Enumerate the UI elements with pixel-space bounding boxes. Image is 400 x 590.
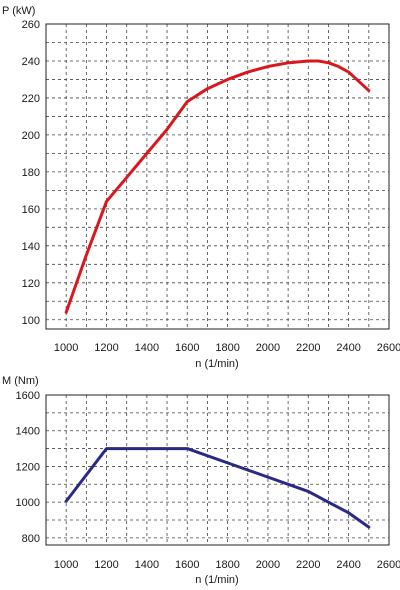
power-y-tick-label: 140 — [22, 241, 40, 253]
torque-plot-frame — [45, 394, 390, 546]
torque-x-tick-label: 1000 — [54, 559, 78, 571]
torque-series — [64, 447, 371, 529]
power-x-tick-label: 2000 — [256, 342, 280, 354]
power-plot-frame — [45, 23, 390, 330]
power-y-axis-title: P (kW) — [2, 5, 35, 17]
torque-series-line — [64, 447, 371, 529]
power-x-tick-label: 2400 — [336, 342, 360, 354]
power-x-tick-label: 1600 — [175, 342, 199, 354]
torque-y-ticks: 800 1000 1200 1400 1600 — [16, 390, 40, 545]
power-y-tick-label: 100 — [22, 315, 40, 327]
torque-x-axis-title: n (1/min) — [195, 574, 238, 586]
torque-x-ticks: 1000 1200 1400 1600 1800 2000 2200 2400 2600 — [54, 559, 400, 571]
power-y-tick-label: 220 — [22, 93, 40, 105]
power-y-tick-label: 160 — [22, 204, 40, 216]
torque-y-tick-label: 1200 — [16, 461, 40, 473]
torque-x-tick-label: 2600 — [377, 559, 400, 571]
torque-x-tick-label: 2400 — [336, 559, 360, 571]
power-y-tick-label: 200 — [22, 130, 40, 142]
power-x-tick-label: 2600 — [377, 342, 400, 354]
power-grid — [46, 24, 389, 329]
power-x-ticks: 1000 1200 1400 1600 1800 2000 2200 2400 2600 — [54, 342, 400, 354]
torque-x-tick-label: 2000 — [256, 559, 280, 571]
power-x-axis-title: n (1/min) — [195, 358, 238, 370]
torque-x-tick-label: 1800 — [215, 559, 239, 571]
torque-y-tick-label: 1000 — [16, 497, 40, 509]
power-y-ticks: 100 120 140 160 180 200 220 240 260 — [22, 19, 40, 327]
power-y-tick-label: 240 — [22, 56, 40, 68]
torque-y-tick-label: 1600 — [16, 390, 40, 402]
power-x-tick-label: 1800 — [215, 342, 239, 354]
torque-x-tick-label: 1200 — [94, 559, 118, 571]
torque-y-tick-label: 800 — [22, 533, 40, 545]
power-y-tick-label: 120 — [22, 278, 40, 290]
power-x-tick-label: 1000 — [54, 342, 78, 354]
power-y-tick-label: 260 — [22, 19, 40, 31]
power-x-tick-label: 1200 — [94, 342, 118, 354]
power-series-line — [64, 59, 371, 314]
torque-x-tick-label: 1400 — [135, 559, 159, 571]
torque-x-tick-label: 2200 — [296, 559, 320, 571]
torque-grid — [46, 395, 389, 545]
torque-y-axis-title: M (Nm) — [2, 375, 39, 387]
power-x-tick-label: 1400 — [135, 342, 159, 354]
power-series — [64, 59, 371, 314]
power-x-tick-label: 2200 — [296, 342, 320, 354]
torque-x-tick-label: 1600 — [175, 559, 199, 571]
power-y-tick-label: 180 — [22, 167, 40, 179]
torque-y-tick-label: 1400 — [16, 426, 40, 438]
